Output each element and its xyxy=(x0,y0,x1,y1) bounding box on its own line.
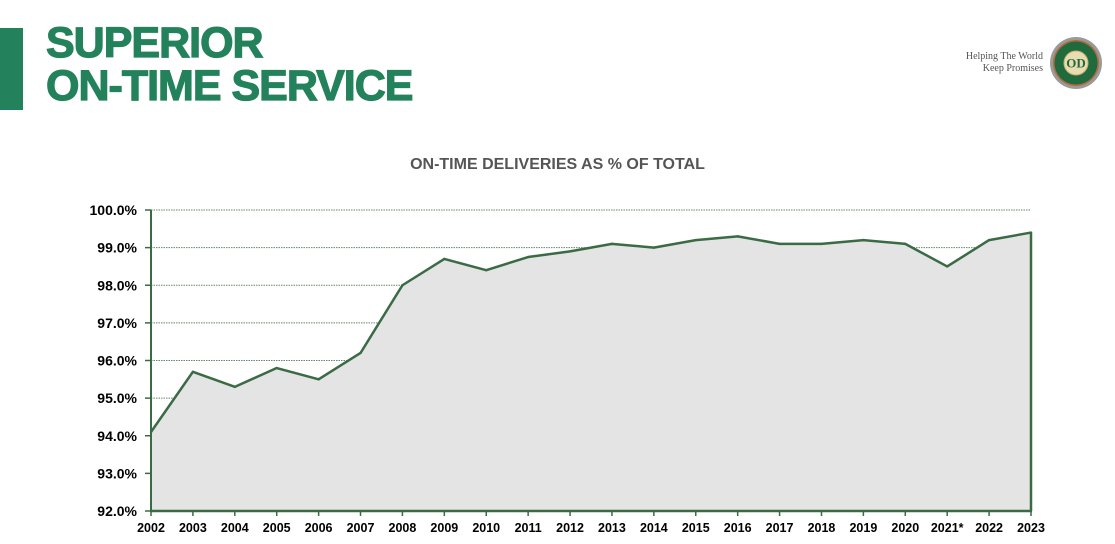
y-tick-label: 99.0% xyxy=(97,240,137,256)
x-tick-label: 2021* xyxy=(931,521,964,535)
x-tick-label: 2002 xyxy=(137,521,165,535)
data-point xyxy=(191,370,195,373)
page-title: SUPERIOR ON-TIME SERVICE xyxy=(45,19,414,110)
y-tick-label: 94.0% xyxy=(97,428,137,444)
data-point xyxy=(694,238,697,242)
x-tick-label: 2012 xyxy=(556,521,584,535)
svg-text:OD: OD xyxy=(1066,56,1086,71)
x-tick-label: 2007 xyxy=(347,521,375,535)
series-line xyxy=(149,231,1032,433)
data-point xyxy=(317,378,320,381)
y-tick-label: 98.0% xyxy=(97,277,137,293)
x-tick-label: 2013 xyxy=(598,521,626,535)
x-tick-label: 2003 xyxy=(179,521,207,535)
x-tick-label: 2017 xyxy=(766,521,794,535)
y-tick-label: 92.0% xyxy=(97,503,137,519)
data-point xyxy=(443,257,446,261)
chart-title: ON-TIME DELIVERIES AS % OF TOTAL xyxy=(410,156,705,173)
data-point xyxy=(778,242,781,246)
data-point xyxy=(820,242,823,246)
data-point xyxy=(652,246,656,249)
data-point xyxy=(610,242,614,246)
data-point xyxy=(987,238,991,242)
x-tick-label: 2022 xyxy=(975,521,1003,535)
x-tick-label: 2014 xyxy=(640,521,668,535)
x-tick-label: 2005 xyxy=(263,521,291,535)
x-tick-label: 2015 xyxy=(682,521,710,535)
data-point xyxy=(904,242,907,246)
page-title-line2: ON-TIME SERVICE xyxy=(45,62,414,110)
x-tick-label: 2019 xyxy=(849,521,877,535)
x-tick-label: 2016 xyxy=(724,521,752,535)
x-tick-label: 2006 xyxy=(305,521,333,535)
x-tick-label: 2009 xyxy=(430,521,458,535)
data-point xyxy=(568,250,572,253)
x-tick-label: 2010 xyxy=(472,521,500,535)
y-tick-label: 100.0% xyxy=(90,202,138,218)
accent-bar xyxy=(0,28,23,110)
x-tick-label: 2011 xyxy=(515,521,542,535)
data-point xyxy=(401,284,404,287)
old-dominion-logo-icon: OD xyxy=(1050,37,1102,89)
page-title-line1: SUPERIOR xyxy=(45,19,264,67)
data-point xyxy=(233,385,237,389)
tagline-line2: Keep Promises xyxy=(982,63,1043,74)
y-tick-label: 95.0% xyxy=(97,390,137,406)
data-point xyxy=(736,235,739,238)
data-point xyxy=(359,351,362,355)
tagline-line1: Helping The World xyxy=(965,51,1043,62)
x-tick-label: 2023 xyxy=(1017,521,1045,535)
x-tick-label: 2004 xyxy=(221,521,249,535)
tagline: Helping The World Keep Promises xyxy=(966,51,1043,75)
x-tick-label: 2020 xyxy=(891,521,919,535)
y-tick-label: 93.0% xyxy=(97,465,137,481)
x-tick-label: 2008 xyxy=(389,521,417,535)
data-point xyxy=(862,238,865,242)
data-point xyxy=(485,269,488,272)
x-tick-label: 2018 xyxy=(808,521,836,535)
data-point xyxy=(945,265,949,268)
y-tick-label: 97.0% xyxy=(97,315,137,331)
brand-block: Helping The World Keep Promises OD xyxy=(966,36,1103,90)
y-tick-label: 96.0% xyxy=(97,353,137,369)
data-point xyxy=(526,255,530,259)
data-point xyxy=(275,366,278,370)
area-fill xyxy=(151,232,1031,511)
